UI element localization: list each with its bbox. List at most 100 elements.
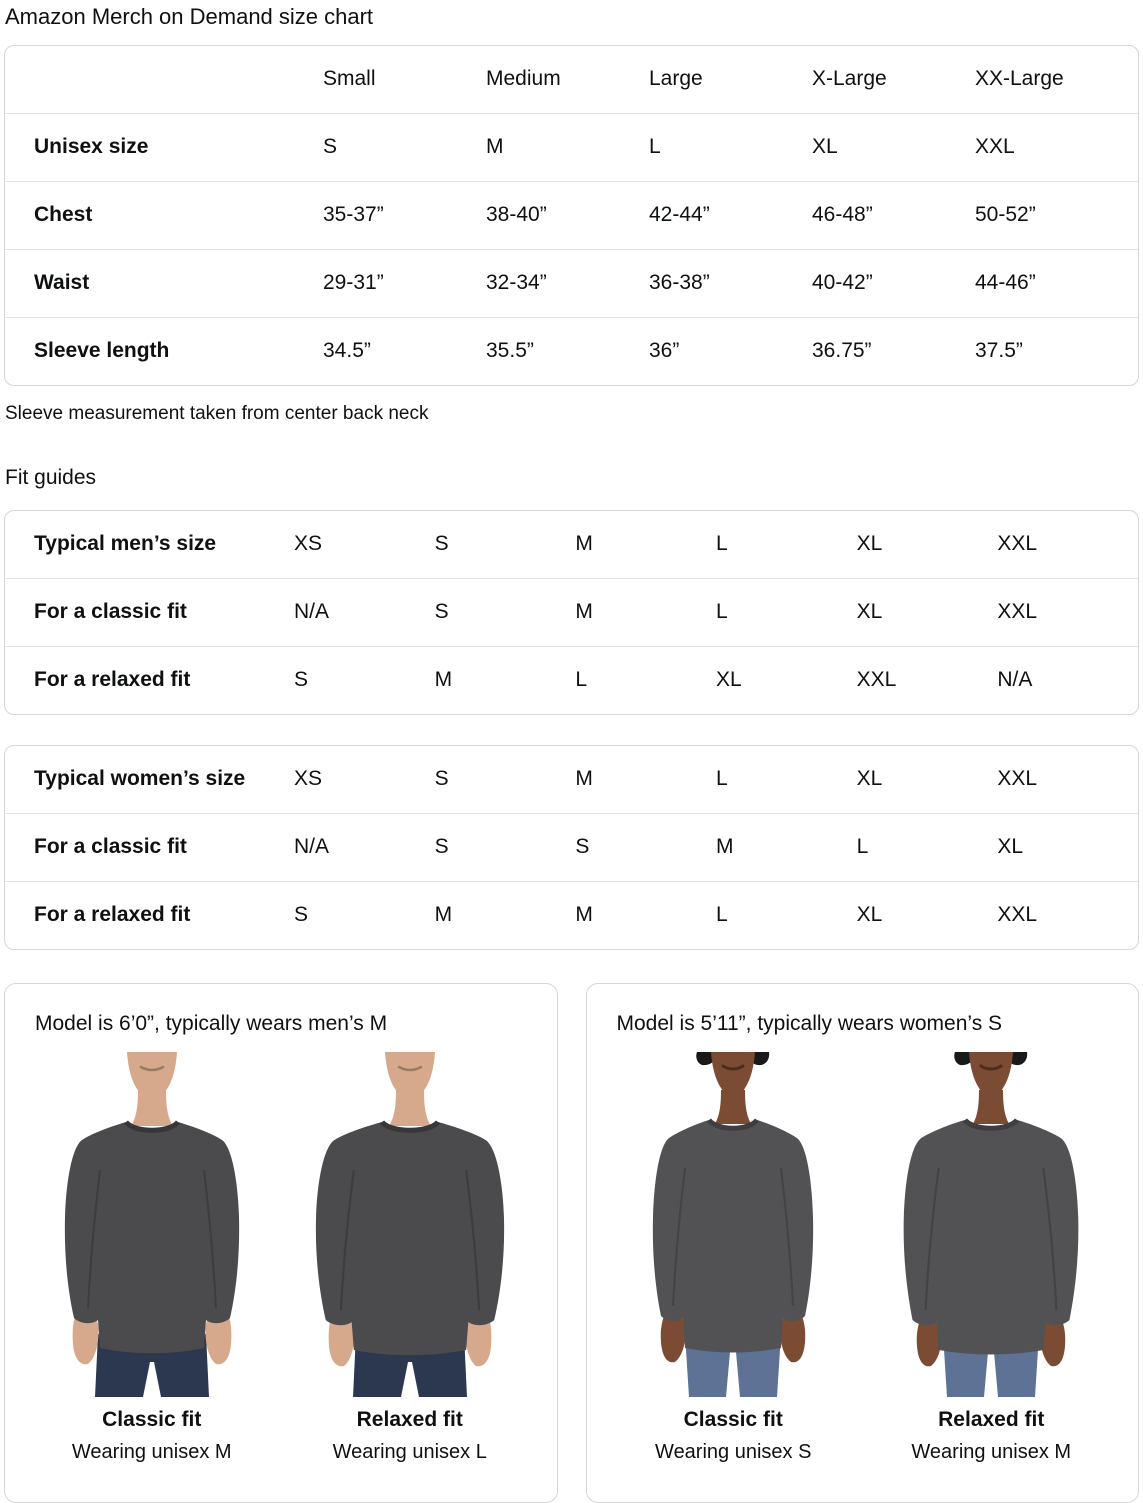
womens-model-heading: Model is 5’11”, typically wears women’s …: [616, 1011, 1003, 1035]
fit-cell: N/A: [294, 600, 330, 623]
size-cell: 42-44”: [649, 203, 710, 226]
fit-cell: S: [434, 767, 449, 790]
table-row-waist: Waist 29-31” 32-34” 36-38” 40-42” 44-46”: [5, 248, 1138, 317]
size-cell: 44-46”: [975, 271, 1036, 294]
fit-cell: L: [716, 600, 728, 623]
mens-model-card: Model is 6’0”, typically wears men’s M: [4, 982, 558, 1503]
fit-cell: XL: [716, 668, 742, 691]
womens-fit-guide-table: Typical women’s size XS S M L XL XXL For…: [4, 744, 1139, 950]
fit-cell: XXL: [856, 668, 897, 691]
table-row-mens-relaxed-fit: For a relaxed fit S M L XL XXL N/A: [5, 645, 1138, 714]
table-row-sleeve-length: Sleeve length 34.5” 35.5” 36” 36.75” 37.…: [5, 316, 1138, 385]
hand-shape: [660, 1312, 686, 1363]
row-label: Sleeve length: [34, 339, 170, 362]
shirt-shape: [653, 1119, 814, 1353]
fit-cell: M: [575, 600, 593, 623]
sleeve-measurement-note: Sleeve measurement taken from center bac…: [5, 402, 429, 424]
size-cell: S: [323, 135, 338, 158]
fit-cell: M: [434, 903, 453, 926]
mens-relaxed-model-photo: [315, 1051, 504, 1397]
row-label: Chest: [34, 203, 93, 226]
face-shape: [711, 1051, 756, 1098]
shirt-group: [903, 1117, 1079, 1355]
fit-type-label: Classic fit: [102, 1407, 202, 1431]
hand-shape: [72, 1312, 99, 1365]
fit-cell: N/A: [294, 835, 330, 858]
wearing-size-label: Wearing unisex L: [332, 1440, 487, 1463]
size-cell: 36”: [649, 339, 680, 362]
mens-classic-model-photo: [64, 1051, 239, 1397]
fit-cell: XXL: [997, 600, 1038, 623]
mens-fit-guide-table: Typical men’s size XS S M L XL XXL For a…: [4, 509, 1139, 715]
table-row-unisex-size: Unisex size S M L XL XXL: [5, 112, 1138, 181]
row-label: Unisex size: [34, 135, 149, 158]
hand-shape: [465, 1314, 492, 1367]
shirt-group: [64, 1119, 239, 1354]
size-col-header-medium: Medium: [486, 67, 561, 90]
size-cell: 29-31”: [323, 271, 384, 294]
size-col-header-large: Large: [649, 67, 703, 90]
size-cell: 36-38”: [649, 271, 710, 294]
size-cell: 32-34”: [486, 271, 547, 294]
mens-model-heading: Model is 6’0”, typically wears men’s M: [35, 1011, 388, 1035]
size-cell: 35.5”: [486, 339, 534, 362]
mens-relaxed-fit-figure: Relaxed fit Wearing unisex L: [294, 1051, 526, 1464]
size-cell: 46-48”: [812, 203, 873, 226]
size-cell: L: [649, 135, 661, 158]
neck-shape: [715, 1089, 752, 1124]
size-cell: M: [486, 135, 504, 158]
fit-cell: L: [575, 668, 588, 691]
face-shape: [384, 1051, 435, 1100]
fit-cell: XL: [856, 903, 883, 926]
model-cards-row: Model is 6’0”, typically wears men’s M: [4, 982, 1139, 1503]
fit-cell: S: [434, 835, 449, 858]
size-col-header-small: Small: [323, 67, 376, 90]
face-shape: [969, 1051, 1014, 1098]
size-col-header-xx-large: XX-Large: [975, 67, 1064, 90]
table-row-womens-classic-fit: For a classic fit N/A S S M L XL: [5, 812, 1138, 881]
fit-cell: S: [575, 835, 590, 858]
womens-relaxed-model-photo: [903, 1051, 1079, 1397]
wearing-size-label: Wearing unisex M: [911, 1440, 1072, 1463]
fit-cell: M: [434, 668, 453, 691]
fit-cell: M: [575, 532, 593, 555]
size-col-header-x-large: X-Large: [812, 67, 887, 90]
fit-cell: XL: [856, 767, 883, 790]
womens-relaxed-fit-figure: Relaxed fit Wearing unisex M: [875, 1051, 1107, 1464]
hand-shape: [205, 1312, 232, 1365]
fit-cell: M: [716, 835, 734, 858]
fit-type-label: Classic fit: [683, 1407, 783, 1431]
fit-cell: XS: [294, 532, 323, 555]
fit-cell: XS: [294, 767, 323, 790]
neck-shape: [130, 1089, 173, 1126]
table-row-womens-relaxed-fit: For a relaxed fit S M M L XL XXL: [5, 880, 1138, 949]
fit-cell: S: [294, 903, 309, 926]
size-cell: 35-37”: [323, 203, 384, 226]
neck-shape: [973, 1089, 1010, 1124]
row-label: Typical men’s size: [34, 532, 217, 555]
fit-cell: M: [575, 767, 593, 790]
fit-cell: XL: [997, 835, 1024, 858]
wearing-size-label: Wearing unisex M: [71, 1440, 232, 1463]
size-cell: 40-42”: [812, 271, 873, 294]
shirt-shape: [315, 1121, 504, 1356]
fit-cell: S: [434, 532, 449, 555]
womens-model-card: Model is 5’11”, typically wears women’s …: [585, 982, 1139, 1503]
row-label: For a classic fit: [34, 835, 187, 858]
shirt-group: [653, 1117, 814, 1353]
hand-shape: [328, 1314, 355, 1367]
size-cell: XXL: [975, 135, 1015, 158]
fit-guides-heading: Fit guides: [5, 465, 97, 489]
fit-cell: L: [716, 767, 728, 790]
face-shape: [126, 1051, 177, 1100]
fit-cell: L: [856, 835, 869, 858]
fit-cell: S: [294, 668, 309, 691]
fit-cell: M: [575, 903, 593, 926]
fit-type-label: Relaxed fit: [356, 1407, 463, 1431]
size-chart-table: Small Medium Large X-Large XX-Large Unis…: [4, 44, 1139, 386]
fit-cell: S: [434, 600, 449, 623]
row-label: Waist: [34, 271, 90, 294]
womens-classic-fit-figure: Classic fit Wearing unisex S: [617, 1051, 849, 1464]
size-cell: 50-52”: [975, 203, 1036, 226]
shirt-shape: [64, 1121, 239, 1354]
